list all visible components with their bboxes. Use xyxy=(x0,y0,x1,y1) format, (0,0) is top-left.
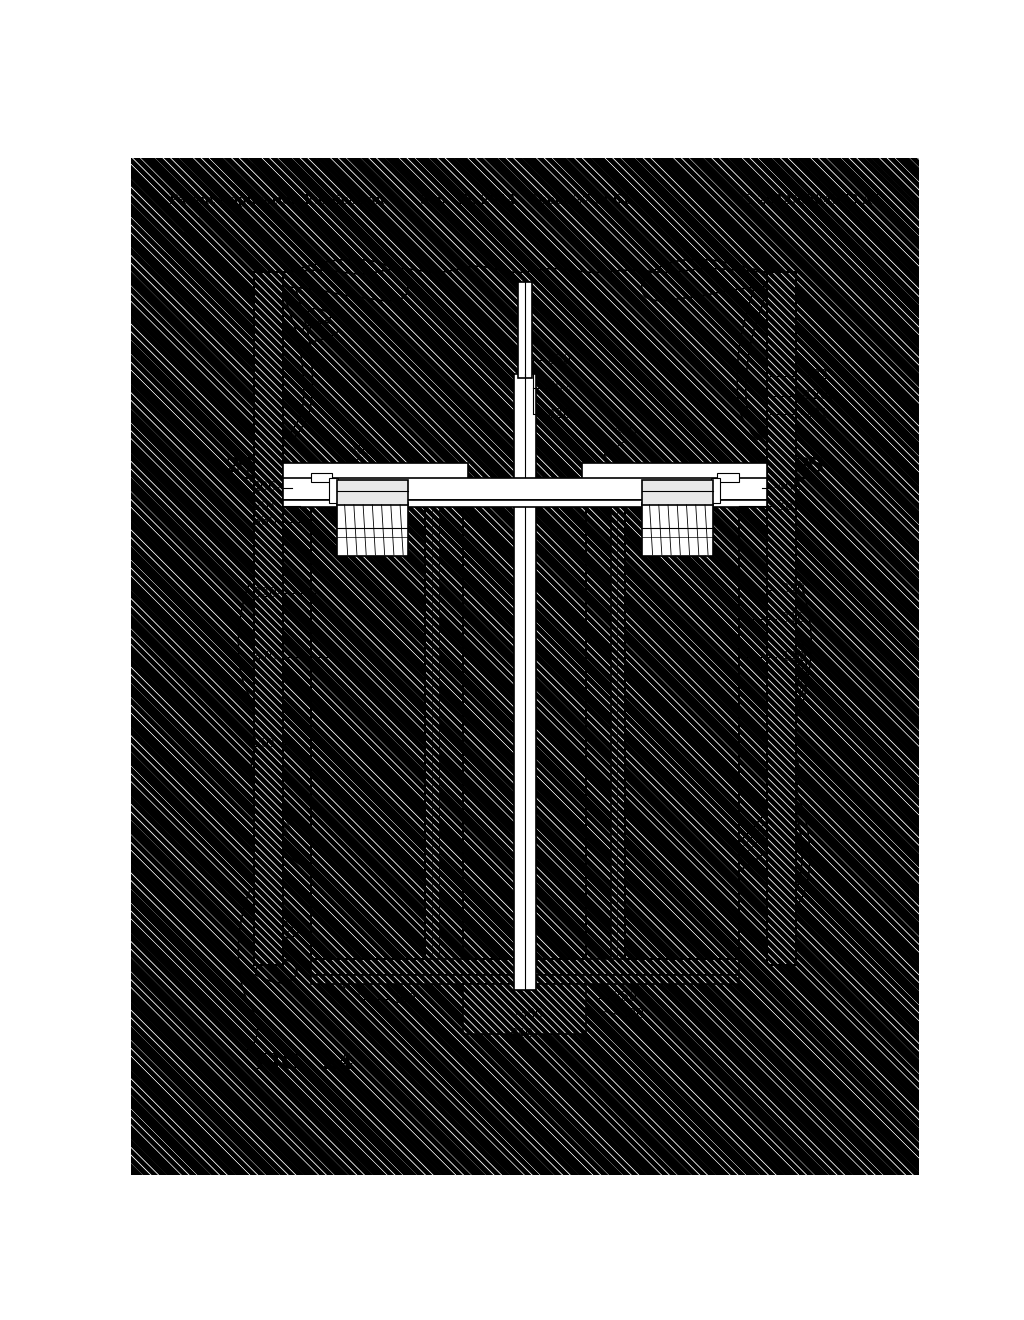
Bar xyxy=(283,478,767,499)
Bar xyxy=(767,272,796,965)
Bar xyxy=(463,983,587,1034)
Text: -340: -340 xyxy=(777,583,806,597)
Polygon shape xyxy=(250,759,324,871)
Bar xyxy=(642,480,713,504)
Text: 25: 25 xyxy=(225,457,255,477)
Text: 201-: 201- xyxy=(253,737,281,750)
Polygon shape xyxy=(282,260,408,301)
Text: -406: -406 xyxy=(773,482,802,495)
Text: 400: 400 xyxy=(614,425,638,438)
Text: -36: -36 xyxy=(773,500,794,513)
Bar xyxy=(310,974,739,983)
Bar xyxy=(283,499,767,507)
Bar xyxy=(642,503,713,556)
Bar xyxy=(625,503,739,960)
Polygon shape xyxy=(255,915,300,937)
Bar xyxy=(463,503,587,960)
Bar xyxy=(611,503,625,981)
Bar xyxy=(767,272,796,965)
Bar xyxy=(254,272,283,965)
Text: -202: -202 xyxy=(801,370,828,381)
Bar xyxy=(310,960,739,974)
Text: 370-: 370- xyxy=(253,651,281,664)
Bar xyxy=(337,503,408,556)
Text: 330-: 330- xyxy=(253,515,281,528)
Bar xyxy=(337,480,408,504)
Bar xyxy=(514,374,536,990)
Text: 406-: 406- xyxy=(253,482,281,495)
Bar xyxy=(310,473,333,482)
Bar xyxy=(611,503,617,981)
Bar xyxy=(625,503,739,960)
Text: -316: -316 xyxy=(777,612,806,626)
Text: 25: 25 xyxy=(795,457,824,477)
Text: FIG.  24: FIG. 24 xyxy=(255,1052,353,1074)
Bar xyxy=(463,503,587,960)
Polygon shape xyxy=(642,260,768,301)
Polygon shape xyxy=(255,958,297,983)
Bar xyxy=(283,462,468,479)
Bar xyxy=(711,478,720,503)
Text: 199: 199 xyxy=(392,993,416,1006)
Text: 440: 440 xyxy=(509,1028,534,1041)
Bar xyxy=(582,462,767,479)
Text: -201: -201 xyxy=(801,408,828,421)
Text: -1200: -1200 xyxy=(801,389,837,403)
Text: -442: -442 xyxy=(777,651,805,664)
Bar xyxy=(717,473,739,482)
Bar xyxy=(518,281,531,378)
Text: Sep. 25, 2014   Sheet 27 of 61: Sep. 25, 2014 Sheet 27 of 61 xyxy=(420,194,630,207)
Text: 420: 420 xyxy=(548,408,571,421)
Bar xyxy=(330,478,339,503)
Polygon shape xyxy=(726,759,800,871)
Text: 380: 380 xyxy=(518,1008,543,1022)
Bar xyxy=(425,503,438,981)
Text: 201-: 201- xyxy=(253,500,281,513)
Polygon shape xyxy=(766,590,807,742)
Text: US 2014/0284373 A1: US 2014/0284373 A1 xyxy=(732,194,881,207)
Text: 300: 300 xyxy=(621,1008,644,1022)
Bar xyxy=(254,272,283,965)
Text: 400: 400 xyxy=(350,445,374,458)
Bar xyxy=(518,281,531,378)
Text: 450: 450 xyxy=(548,354,571,367)
Bar xyxy=(310,503,425,960)
Text: 320-: 320- xyxy=(253,587,281,601)
Text: Patent Application Publication: Patent Application Publication xyxy=(169,194,385,207)
Text: 350: 350 xyxy=(612,991,637,1005)
Bar xyxy=(310,503,425,960)
Bar xyxy=(432,503,438,981)
Text: 452: 452 xyxy=(548,381,571,395)
